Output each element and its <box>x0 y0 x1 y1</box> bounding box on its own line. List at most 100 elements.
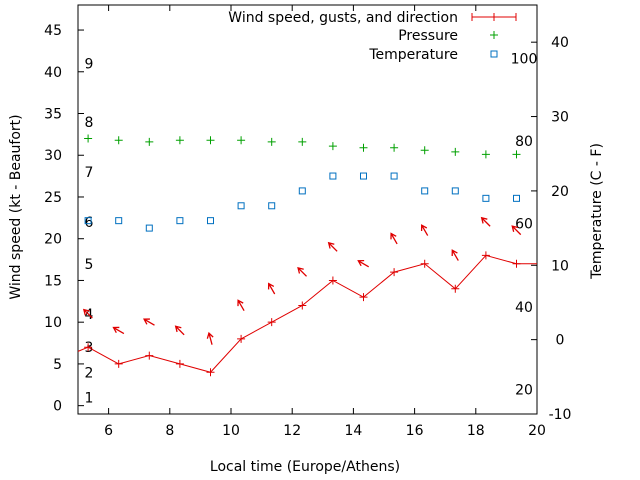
wind-speed-point <box>512 259 521 268</box>
y-right-tick-label: -10 <box>549 407 572 423</box>
wind-arrow-shape <box>451 249 459 261</box>
y-axis-label-left: Wind speed (kt - Beaufort) <box>8 114 24 299</box>
y-left-tick-label: 0 <box>53 399 62 415</box>
wind-speed-point <box>267 318 276 327</box>
wind-speed-point <box>84 343 93 352</box>
wind-direction-arrow <box>451 249 459 261</box>
temperature-point <box>84 217 92 225</box>
temperature-point <box>359 172 367 180</box>
pressure-point <box>359 143 368 152</box>
wind-speed-point <box>359 293 368 302</box>
beaufort-label: 1 <box>85 390 94 406</box>
plot-border <box>77 4 538 415</box>
temperature-point <box>329 172 337 180</box>
x-tick-label: 12 <box>283 423 301 439</box>
wind-direction-arrow <box>480 216 491 227</box>
temperature-point <box>115 217 123 225</box>
y-left-tick-label: 20 <box>44 232 62 248</box>
pressure-point <box>175 136 184 145</box>
wind-direction-arrow <box>357 260 370 268</box>
fahrenheit-label: 60 <box>515 217 533 233</box>
fahrenheit-label: 40 <box>515 300 533 316</box>
pressure-point <box>512 150 521 159</box>
wind-speed-point <box>114 359 123 368</box>
pressure-point <box>420 146 429 155</box>
x-axis-label: Local time (Europe/Athens) <box>210 459 400 475</box>
wind-arrow-shape <box>237 299 245 312</box>
wind-speed-point <box>328 276 337 285</box>
temperature-point <box>390 172 398 180</box>
wind-speed-point <box>206 368 215 377</box>
x-tick-label: 8 <box>165 423 174 439</box>
wind-direction-arrow <box>174 325 185 336</box>
y-left-tick-label: 30 <box>44 148 62 164</box>
y-right-tick-label: 40 <box>551 35 569 51</box>
pressure-point <box>84 134 93 143</box>
wind-arrow-shape <box>206 331 214 345</box>
data-series <box>77 134 537 377</box>
wind-arrow-shape <box>112 326 125 335</box>
pressure-point <box>451 147 460 156</box>
temperature-point <box>237 202 245 210</box>
temperature-point <box>482 194 490 202</box>
y-left-tick-label: 40 <box>44 65 62 81</box>
beaufort-label: 5 <box>85 257 94 273</box>
pressure-point <box>145 137 154 146</box>
wind-speed-point <box>175 359 184 368</box>
y-right-tick-label: 0 <box>556 333 565 349</box>
pressure-point <box>206 136 215 145</box>
legend-swatch-pressure <box>490 31 498 39</box>
wind-arrow-shape <box>297 266 308 277</box>
wind-arrow-shape <box>143 318 155 326</box>
fahrenheit-label: 80 <box>515 134 533 150</box>
wind-arrow-shape <box>480 216 491 227</box>
wind-direction-arrow <box>143 318 155 326</box>
pressure-point <box>390 143 399 152</box>
beaufort-label: 7 <box>85 165 94 181</box>
wind-speed-point <box>298 301 307 310</box>
wind-arrow-shape <box>82 308 93 319</box>
legend-label-pressure: Pressure <box>398 28 458 44</box>
wind-speed-point <box>237 334 246 343</box>
y-right-tick-label: 20 <box>551 184 569 200</box>
wind-direction-arrow <box>112 326 125 335</box>
legend: Wind speed, gusts, and direction Pressur… <box>228 10 517 63</box>
wind-speed-point <box>481 251 490 260</box>
temperature-point <box>145 224 153 232</box>
wind-direction-arrow <box>206 331 214 345</box>
y-left-tick-label: 25 <box>44 190 62 206</box>
wind-arrow-shape <box>420 224 429 236</box>
legend-swatch-wind <box>471 13 517 21</box>
temperature-point <box>176 217 184 225</box>
x-tick-label: 10 <box>222 423 240 439</box>
temperature-point <box>298 187 306 195</box>
temperature-point <box>206 217 214 225</box>
fahrenheit-label: 20 <box>515 382 533 398</box>
temperature-point <box>451 187 459 195</box>
wind-speed-point <box>390 268 399 277</box>
x-tick-label: 20 <box>528 423 546 439</box>
pressure-point <box>328 142 337 151</box>
pressure-point <box>267 137 276 146</box>
wind-direction-arrow <box>511 225 522 236</box>
y-right-tick-label: 10 <box>551 258 569 274</box>
legend-swatch-temperature <box>490 50 498 58</box>
y-right-tick-label: 30 <box>551 110 569 126</box>
wind-direction-arrow <box>82 308 93 319</box>
wind-speed-point <box>451 284 460 293</box>
beaufort-label: 9 <box>85 56 94 72</box>
temperature-point <box>421 187 429 195</box>
temperature-point <box>268 202 276 210</box>
axis-ticks <box>78 5 538 415</box>
pressure-point <box>481 150 490 159</box>
pressure-point <box>114 136 123 145</box>
x-tick-label: 16 <box>406 423 424 439</box>
wind-arrow-shape <box>357 260 370 268</box>
wind-direction-arrow <box>267 282 276 295</box>
legend-label-temperature: Temperature <box>368 47 458 63</box>
wind-arrow-shape <box>267 282 276 295</box>
beaufort-label: 8 <box>85 115 94 131</box>
temperature-point <box>512 194 520 202</box>
